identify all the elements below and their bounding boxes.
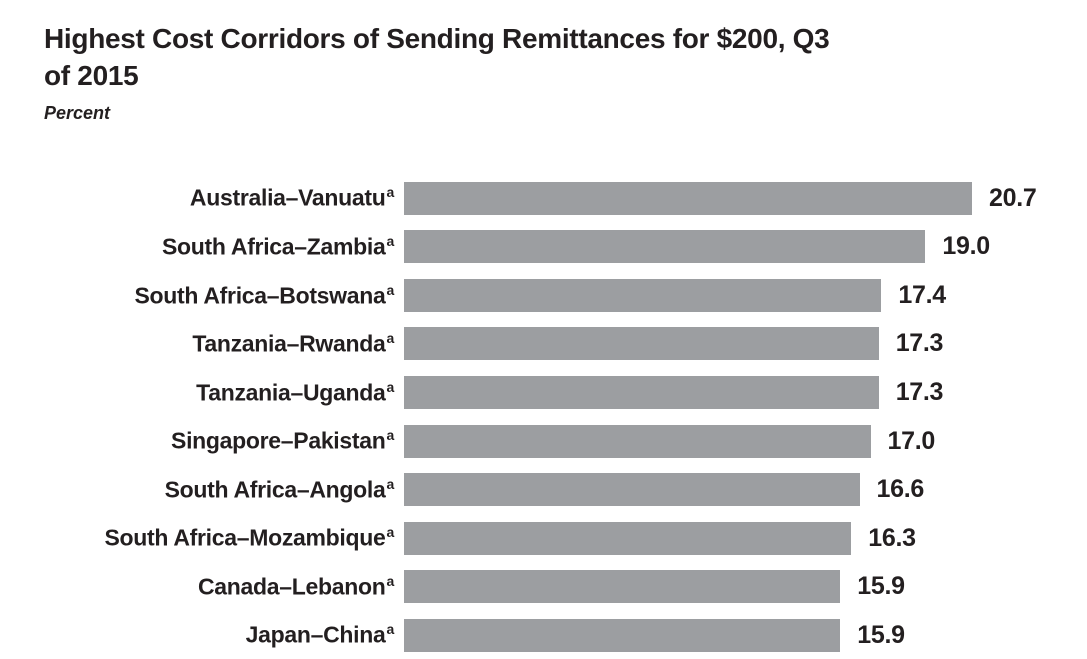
bar-row: South Africa–Mozambiquea 16.3 (0, 514, 1087, 563)
category-label: Tanzania–Ugandaa (196, 378, 395, 406)
value-label: 16.3 (868, 523, 916, 552)
bar-row: Canada–Lebanona 15.9 (0, 562, 1087, 611)
bar-rows: Australia–Vanuatua 20.7 South Africa–Zambi… (0, 174, 1087, 659)
category-label: Singapore–Pakistana (171, 427, 395, 454)
bar-row: South Africa–Angolaa 16.6 (0, 465, 1087, 514)
value-label: 17.3 (895, 377, 944, 406)
category-label: South Africa–Botswanaa (134, 281, 395, 309)
bar (404, 521, 852, 555)
category-label: Australia–Vanuatua (189, 184, 395, 212)
chart-title-line-2: of 2015 (44, 60, 139, 91)
footnote-marker: a (386, 475, 395, 492)
bar-row: South Africa–Zambiaa 19.0 (0, 223, 1087, 272)
category-label: Canada–Lebanona (197, 572, 395, 600)
bar (404, 327, 879, 361)
category-label: South Africa–Mozambiquea (104, 524, 395, 551)
category-label: South Africa–Angolaa (164, 475, 395, 503)
footnote-marker: a (386, 524, 395, 541)
footnote-marker: a (386, 378, 395, 395)
footnote-marker: a (386, 330, 395, 347)
bar-row: South Africa–Botswanaa 17.4 (0, 271, 1087, 320)
chart-subtitle: Percent (44, 103, 111, 123)
chart-title: Highest Cost Corridors of Sending Remitt… (44, 20, 830, 94)
value-label: 17.3 (895, 329, 944, 358)
value-label: 20.7 (989, 183, 1037, 212)
bar-row: Japan–Chinaa 15.9 (0, 611, 1087, 659)
category-label: Japan–Chinaa (245, 621, 395, 649)
bar (404, 278, 882, 312)
value-label: 17.0 (887, 426, 936, 455)
bar-row: Tanzania–Rwandaa 17.3 (0, 320, 1087, 369)
value-label: 15.9 (857, 572, 905, 601)
value-label: 15.9 (857, 620, 905, 649)
value-label: 17.4 (898, 280, 946, 309)
bar (404, 618, 841, 652)
bar (404, 375, 879, 409)
footnote-marker: a (386, 184, 395, 201)
footnote-marker: a (386, 427, 395, 444)
bar (404, 473, 860, 507)
value-label: 16.6 (876, 475, 925, 504)
chart-title-line-1: Highest Cost Corridors of Sending Remitt… (44, 23, 830, 54)
bar-row: Australia–Vanuatua 20.7 (0, 174, 1087, 223)
bar (404, 570, 841, 604)
bar (404, 230, 926, 264)
bar (404, 181, 972, 215)
bar (404, 424, 871, 458)
footnote-marker: a (386, 621, 395, 638)
footnote-marker: a (386, 281, 395, 298)
footnote-marker: a (386, 232, 395, 249)
category-label: Tanzania–Rwandaa (192, 330, 395, 357)
bar-row: Tanzania–Ugandaa 17.3 (0, 368, 1087, 417)
bar-row: Singapore–Pakistana 17.0 (0, 417, 1087, 466)
category-label: South Africa–Zambiaa (162, 232, 395, 260)
footnote-marker: a (386, 572, 395, 589)
value-label: 19.0 (942, 232, 990, 261)
